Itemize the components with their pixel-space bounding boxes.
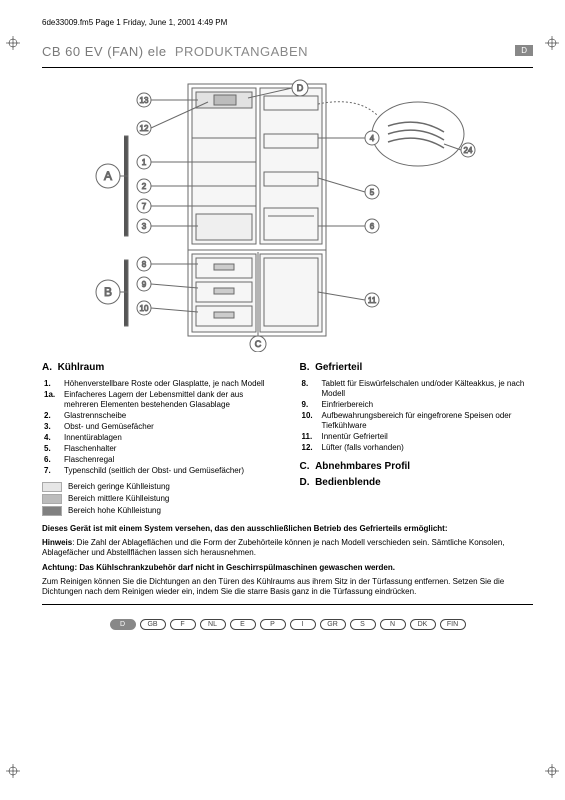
swatch-mid [42, 494, 62, 504]
appliance-diagram: A B C D 13 12 1 2 7 3 8 9 10 4 24 5 6 11 [48, 76, 528, 352]
legend-label: Bereich geringe Kühlleistung [68, 482, 170, 492]
lang-pill-n: N [380, 619, 406, 630]
lang-pill-s: S [350, 619, 376, 630]
list-item: 3.Obst- und Gemüsefächer [64, 422, 276, 432]
list-item: 11.Innentür Gefrierteil [322, 432, 534, 442]
cleaning-text: Zum Reinigen können Sie die Dichtungen a… [42, 577, 533, 598]
lang-pill-gr: GR [320, 619, 346, 630]
svg-text:6: 6 [369, 222, 374, 231]
section-heading: Abnehmbares Profil [315, 461, 410, 472]
crop-mark-icon [545, 36, 559, 50]
divider [42, 67, 533, 68]
svg-text:24: 24 [463, 146, 472, 155]
svg-text:5: 5 [369, 188, 374, 197]
crop-mark-icon [6, 36, 20, 50]
legend-label: Bereich mittlere Kühlleistung [68, 494, 169, 504]
section-a: A. Kühlraum 1.Höhenverstellbare Roste od… [42, 360, 276, 518]
list-item: 10.Aufbewahrungsbereich für eingefrorene… [322, 411, 534, 431]
legend: Bereich geringe Kühlleistung Bereich mit… [42, 482, 276, 516]
svg-text:C: C [254, 339, 261, 349]
list-item: 2.Glastrennscheibe [64, 411, 276, 421]
section-letter: C. [300, 461, 310, 472]
section-letter: B. [300, 362, 310, 373]
lang-pill-gb: GB [140, 619, 166, 630]
crop-mark-icon [6, 764, 20, 778]
svg-text:D: D [296, 83, 303, 93]
section-letter: D. [300, 477, 310, 488]
lang-pill-i: I [290, 619, 316, 630]
lang-pill-nl: NL [200, 619, 226, 630]
list-item: 12.Lüfter (falls vorhanden) [322, 443, 534, 453]
section-heading: Bedienblende [315, 477, 381, 488]
list-item: 7.Typenschild (seitlich der Obst- und Ge… [64, 466, 276, 476]
language-bar: D GB F NL EPI GR SN DK FIN [42, 619, 533, 630]
section-b: B. Gefrierteil 8.Tablett für Eiswürfelsc… [300, 360, 534, 518]
bold-intro: Dieses Gerät ist mit einem System verseh… [42, 524, 448, 533]
note-text: : Die Zahl der Ablageflächen und die For… [42, 538, 505, 557]
list-item: 4.Innentürablagen [64, 433, 276, 443]
section-heading: Gefrierteil [315, 362, 362, 373]
section-letter: A. [42, 362, 52, 373]
svg-text:3: 3 [141, 222, 146, 231]
swatch-high [42, 506, 62, 516]
section-heading: Kühlraum [58, 362, 105, 373]
svg-text:11: 11 [367, 296, 376, 305]
lang-pill-p: P [260, 619, 286, 630]
crop-mark-icon [545, 764, 559, 778]
svg-text:10: 10 [139, 304, 148, 313]
list-item: 1.Höhenverstellbare Roste oder Glasplatt… [64, 379, 276, 389]
lang-pill-f: F [170, 619, 196, 630]
note-lead: Hinweis [42, 538, 72, 547]
warning-text: Achtung: Das Kühlschrankzubehör darf nic… [42, 563, 395, 572]
title-section: PRODUKTANGABEN [175, 44, 308, 59]
lang-badge: D [515, 45, 533, 56]
lang-pill-fin: FIN [440, 619, 466, 630]
svg-text:A: A [103, 169, 111, 183]
svg-text:B: B [103, 285, 111, 299]
legend-label: Bereich hohe Kühlleistung [68, 506, 161, 516]
svg-text:9: 9 [141, 280, 146, 289]
svg-text:2: 2 [141, 182, 146, 191]
svg-text:12: 12 [139, 124, 148, 133]
svg-text:13: 13 [139, 96, 148, 105]
page-header: 6de33009.fm5 Page 1 Friday, June 1, 2001… [42, 18, 533, 27]
svg-text:8: 8 [141, 260, 146, 269]
svg-text:7: 7 [141, 202, 146, 211]
list-item: 8.Tablett für Eiswürfelschalen und/oder … [322, 379, 534, 399]
list-item: 1a.Einfacheres Lagern der Lebensmittel d… [64, 390, 276, 410]
title-bar: CB 60 EV (FAN) ele PRODUKTANGABEN D [42, 43, 533, 61]
list-item: 6.Flaschenregal [64, 455, 276, 465]
lang-pill-d: D [110, 619, 136, 630]
svg-text:1: 1 [141, 158, 146, 167]
list-item: 9.Einfrierbereich [322, 400, 534, 410]
body-text: Dieses Gerät ist mit einem System verseh… [42, 524, 533, 598]
lang-pill-dk: DK [410, 619, 436, 630]
swatch-low [42, 482, 62, 492]
svg-text:4: 4 [369, 134, 374, 143]
lang-pill-e: E [230, 619, 256, 630]
title-model: CB 60 EV (FAN) ele [42, 44, 167, 59]
list-item: 5.Flaschenhalter [64, 444, 276, 454]
divider [42, 604, 533, 605]
